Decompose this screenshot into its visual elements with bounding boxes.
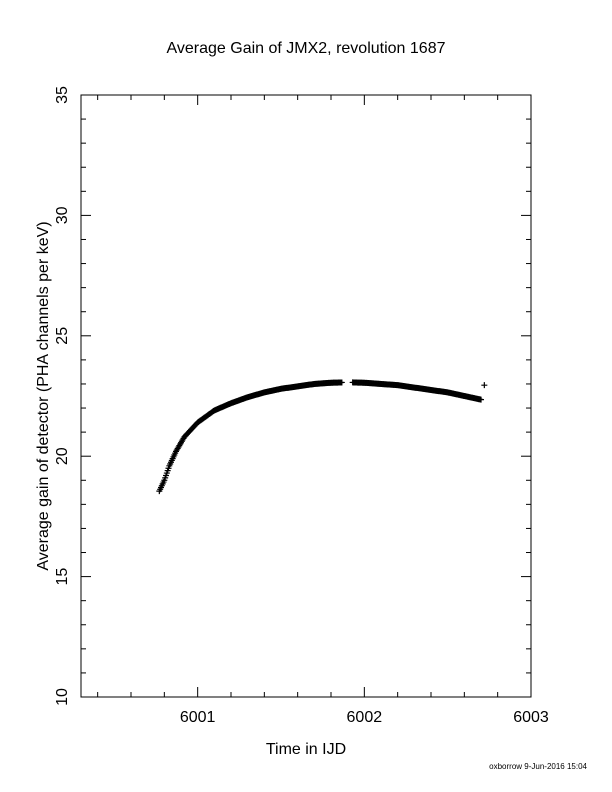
y-axis-label: Average gain of detector (PHA channels p… (35, 221, 52, 570)
x-tick-label: 6002 (347, 709, 383, 726)
x-tick-label: 6003 (513, 709, 549, 726)
data-points (156, 379, 488, 495)
plot-frame (80, 94, 532, 698)
y-axis-ticks: 10 15 20 25 30 35 (54, 86, 71, 706)
x-axis-label: Time in IJD (266, 741, 346, 758)
y-tick-label: 15 (54, 568, 71, 586)
x-tick-label: 6001 (180, 709, 216, 726)
y-tick-label: 25 (54, 327, 71, 345)
data-point (481, 382, 488, 389)
data-point (338, 379, 345, 386)
chart-title: Average Gain of JMX2, revolution 1687 (167, 40, 446, 57)
x-axis-ticks: 6001 6002 6003 (180, 709, 549, 726)
y-tick-label: 35 (54, 86, 71, 104)
y-tick-label: 20 (54, 447, 71, 465)
y-tick-label: 30 (54, 206, 71, 224)
y-tick-label: 10 (54, 688, 71, 706)
data-point (478, 396, 484, 403)
minor-ticks (81, 94, 532, 698)
footer-credit: oxborrow 9-Jun-2016 15:04 (489, 762, 587, 771)
plot-area: 6001 6002 6003 10 15 20 25 30 35 (54, 86, 549, 726)
